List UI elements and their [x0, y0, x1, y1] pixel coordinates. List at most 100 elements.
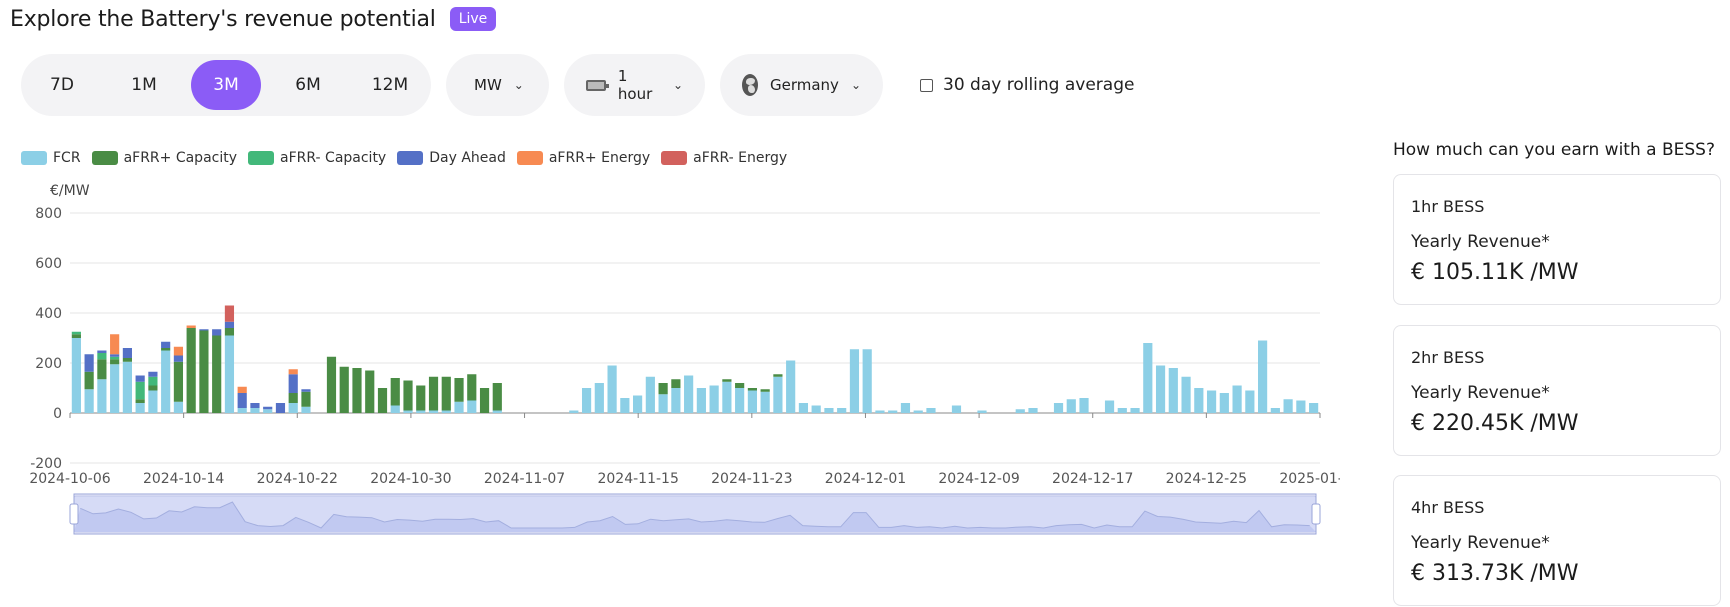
bar-segment[interactable] — [709, 385, 719, 414]
bar-segment[interactable] — [263, 409, 273, 413]
bar-segment[interactable] — [581, 388, 592, 413]
bar-segment[interactable] — [199, 329, 209, 331]
bar-segment[interactable] — [747, 390, 757, 414]
bar-segment[interactable] — [492, 383, 502, 411]
bar-segment[interactable] — [403, 380, 413, 411]
bar-segment[interactable] — [339, 366, 349, 413]
bar-segment[interactable] — [837, 408, 847, 413]
bar-segment[interactable] — [148, 385, 158, 391]
bar-segment[interactable] — [199, 330, 209, 414]
bar-segment[interactable] — [237, 393, 247, 408]
bar-segment[interactable] — [186, 328, 196, 413]
bar-segment[interactable] — [454, 401, 464, 413]
bar-segment[interactable] — [352, 368, 362, 413]
bar-segment[interactable] — [288, 369, 298, 375]
bar-segment[interactable] — [479, 388, 490, 413]
rolling-average-toggle[interactable]: 30 day rolling average — [920, 75, 1134, 95]
bar-segment[interactable] — [288, 403, 298, 413]
bar-segment[interactable] — [148, 390, 158, 414]
bar-segment[interactable] — [122, 348, 132, 358]
bar-segment[interactable] — [97, 379, 107, 413]
bar-segment[interactable] — [237, 386, 247, 393]
bar-segment[interactable] — [1015, 409, 1025, 413]
bar-segment[interactable] — [1053, 403, 1064, 413]
bar-segment[interactable] — [97, 359, 107, 380]
bar-segment[interactable] — [620, 398, 630, 413]
bar-segment[interactable] — [1283, 399, 1293, 413]
bar-segment[interactable] — [173, 401, 184, 413]
bar-segment[interactable] — [390, 405, 400, 414]
bar-segment[interactable] — [135, 403, 145, 413]
bar-segment[interactable] — [288, 374, 298, 393]
bar-segment[interactable] — [441, 410, 451, 414]
bar-segment[interactable] — [110, 356, 120, 360]
bar-segment[interactable] — [913, 410, 923, 414]
bar-segment[interactable] — [237, 408, 247, 413]
bar-segment[interactable] — [862, 349, 872, 413]
bar-segment[interactable] — [926, 408, 936, 413]
bar-segment[interactable] — [263, 406, 273, 410]
bar-segment[interactable] — [747, 388, 757, 391]
bar-segment[interactable] — [569, 410, 579, 414]
bar-segment[interactable] — [224, 321, 235, 328]
bar-segment[interactable] — [135, 381, 145, 400]
bar-segment[interactable] — [633, 395, 643, 414]
legend-item[interactable]: aFRR+ Capacity — [91, 150, 237, 166]
bar-segment[interactable] — [1066, 399, 1076, 413]
bar-segment[interactable] — [811, 405, 821, 414]
bar-segment[interactable] — [71, 331, 81, 335]
bar-segment[interactable] — [71, 338, 81, 413]
bar-segment[interactable] — [1130, 408, 1140, 413]
bar-segment[interactable] — [224, 328, 235, 336]
zoom-selection[interactable] — [73, 493, 1317, 535]
bar-segment[interactable] — [161, 350, 171, 414]
rolling-average-checkbox[interactable] — [920, 78, 933, 92]
zoom-handle-left[interactable] — [69, 503, 79, 525]
bar-segment[interactable] — [288, 393, 298, 403]
bar-segment[interactable] — [212, 335, 222, 414]
bar-segment[interactable] — [390, 378, 400, 406]
bar-segment[interactable] — [1155, 365, 1166, 414]
bar-segment[interactable] — [798, 403, 809, 413]
bar-segment[interactable] — [301, 389, 311, 392]
bar-segment[interactable] — [97, 350, 107, 354]
bar-segment[interactable] — [148, 371, 158, 377]
bar-segment[interactable] — [671, 388, 681, 413]
bar-segment[interactable] — [110, 354, 120, 357]
bar-segment[interactable] — [1194, 388, 1204, 413]
bar-segment[interactable] — [110, 359, 120, 365]
bar-segment[interactable] — [301, 406, 311, 413]
zoom-handle-right[interactable] — [1311, 503, 1321, 525]
duration-dropdown[interactable]: 1 hour ⌄ — [564, 54, 705, 116]
bar-segment[interactable] — [110, 334, 120, 355]
bar-segment[interactable] — [71, 334, 81, 338]
bar-segment[interactable] — [135, 399, 145, 403]
period-12m-button[interactable]: 12M — [371, 75, 409, 95]
bar-segment[interactable] — [122, 358, 132, 362]
bar-segment[interactable] — [84, 354, 94, 372]
bar-segment[interactable] — [122, 361, 132, 413]
bar-segment[interactable] — [760, 391, 770, 413]
bar-segment[interactable] — [173, 346, 184, 356]
bar-segment[interactable] — [428, 410, 439, 414]
period-3m-button[interactable]: 3M — [191, 60, 261, 110]
bar-segment[interactable] — [492, 410, 502, 414]
bar-segment[interactable] — [735, 383, 745, 388]
bar-segment[interactable] — [84, 389, 94, 413]
bar-segment[interactable] — [722, 379, 732, 382]
bar-segment[interactable] — [301, 391, 311, 407]
bar-segment[interactable] — [1104, 400, 1115, 414]
bar-segment[interactable] — [416, 410, 426, 414]
bar-segment[interactable] — [1296, 400, 1306, 414]
legend-item[interactable]: aFRR+ Energy — [516, 150, 650, 166]
bar-segment[interactable] — [212, 329, 222, 336]
bar-segment[interactable] — [696, 388, 706, 413]
bar-segment[interactable] — [403, 410, 413, 414]
bar-segment[interactable] — [735, 388, 745, 413]
bar-segment[interactable] — [1079, 398, 1089, 413]
bar-segment[interactable] — [173, 361, 184, 402]
period-6m-button[interactable]: 6M — [295, 75, 321, 95]
period-7d-button[interactable]: 7D — [50, 75, 74, 95]
bar-segment[interactable] — [467, 400, 477, 414]
bar-segment[interactable] — [607, 365, 617, 414]
